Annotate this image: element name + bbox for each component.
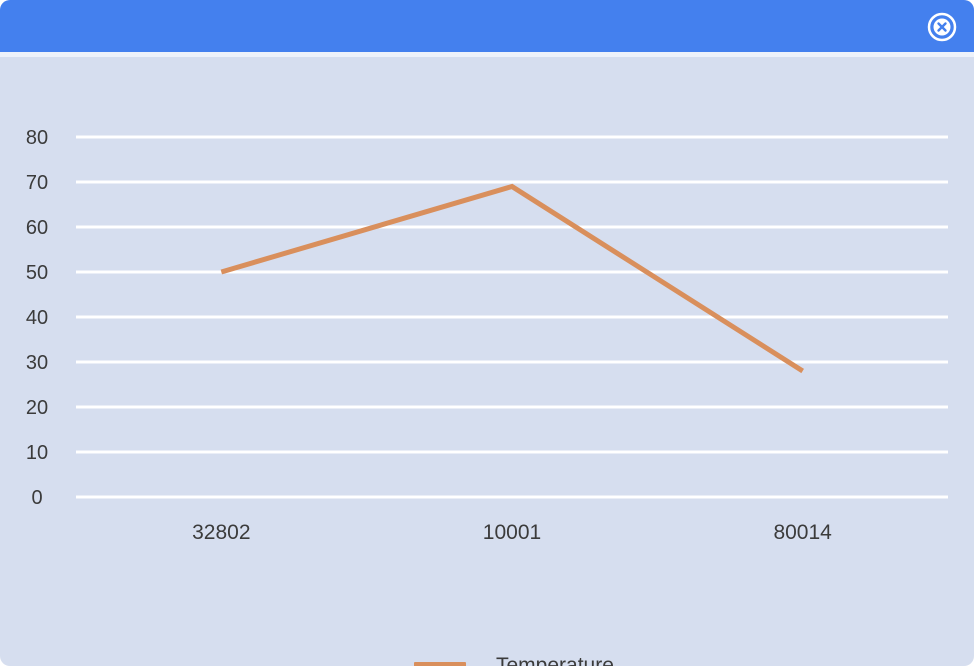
legend-swatch-temperature [414, 662, 466, 666]
y-tick-label: 70 [26, 172, 48, 194]
y-tick-label: 30 [26, 352, 48, 374]
y-tick-label: 0 [31, 487, 42, 509]
y-tick-label: 60 [26, 217, 48, 239]
title-bar [0, 0, 974, 52]
y-tick-label: 10 [26, 442, 48, 464]
y-tick-label: 40 [26, 307, 48, 329]
x-tick-label: 80014 [773, 521, 832, 544]
close-circle-icon [927, 12, 957, 42]
close-button[interactable] [926, 11, 958, 43]
y-tick-label: 50 [26, 262, 48, 284]
x-tick-label: 32802 [192, 521, 250, 544]
title-separator [0, 52, 974, 57]
legend-label-temperature: Temperature [496, 654, 614, 666]
y-tick-label: 80 [26, 127, 48, 149]
chart-area: 0 10 20 30 40 50 60 70 80 32802 10001 80014 Tempera… [0, 57, 974, 666]
y-tick-label: 20 [26, 397, 48, 419]
line-chart: 0 10 20 30 40 50 60 70 80 32802 10001 80014 [26, 127, 948, 544]
series-line-temperature [220, 183, 805, 374]
x-tick-label: 10001 [483, 521, 541, 544]
legend: Temperature [414, 651, 614, 666]
